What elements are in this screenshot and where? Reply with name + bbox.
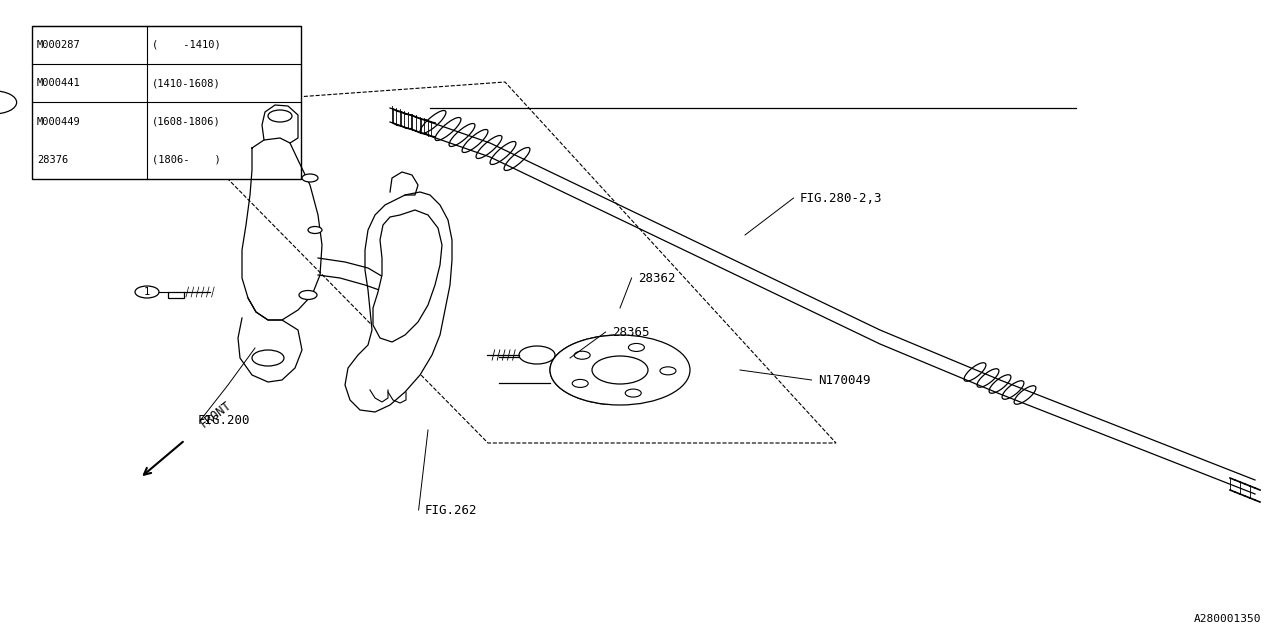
Text: FIG.280-2,3: FIG.280-2,3	[800, 191, 882, 205]
Polygon shape	[346, 192, 452, 412]
Bar	[32, 26, 301, 179]
Text: 1: 1	[143, 287, 150, 297]
Circle shape	[300, 291, 317, 300]
Text: (1806-    ): (1806- )	[152, 155, 221, 165]
Circle shape	[0, 91, 17, 114]
Circle shape	[518, 346, 556, 364]
Text: (    -1410): ( -1410)	[152, 40, 221, 50]
Text: 28365: 28365	[612, 326, 649, 339]
Circle shape	[591, 356, 648, 384]
Circle shape	[302, 174, 317, 182]
Text: M000287: M000287	[37, 40, 81, 50]
Circle shape	[550, 335, 690, 405]
Circle shape	[660, 367, 676, 375]
Text: (1410-1608): (1410-1608)	[152, 78, 221, 88]
Text: N170049: N170049	[818, 374, 870, 387]
Text: 28376: 28376	[37, 155, 68, 165]
Text: (1608-1806): (1608-1806)	[152, 116, 221, 127]
Circle shape	[625, 389, 641, 397]
Circle shape	[572, 380, 589, 387]
Circle shape	[575, 351, 590, 359]
Circle shape	[308, 227, 323, 234]
Text: FRONT: FRONT	[198, 398, 234, 430]
Text: 28362: 28362	[637, 271, 676, 285]
Circle shape	[134, 286, 159, 298]
Text: M000441: M000441	[37, 78, 81, 88]
Circle shape	[628, 344, 644, 351]
Text: A280001350: A280001350	[1193, 614, 1261, 624]
Text: FIG.200: FIG.200	[198, 413, 251, 426]
Circle shape	[268, 110, 292, 122]
Bar	[168, 292, 184, 298]
Text: FIG.262: FIG.262	[425, 504, 477, 516]
Circle shape	[252, 350, 284, 366]
Text: M000449: M000449	[37, 116, 81, 127]
Polygon shape	[372, 210, 442, 342]
